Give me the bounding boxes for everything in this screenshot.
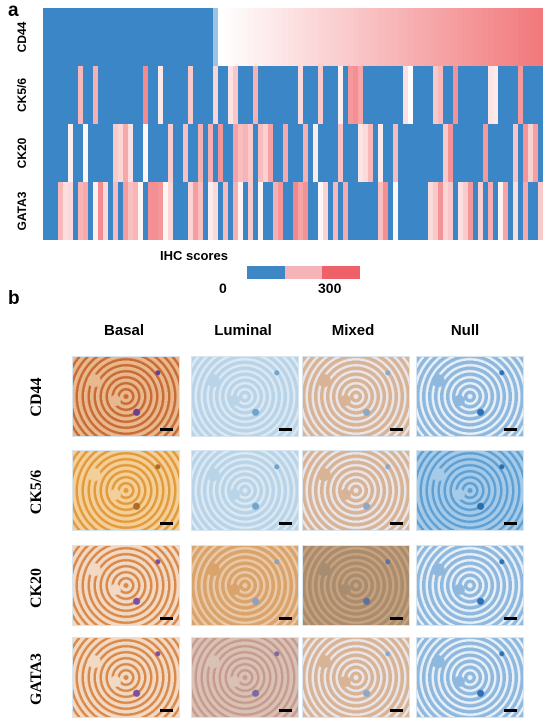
scale-bar: [504, 522, 517, 525]
ihc-image-tile: [72, 637, 180, 718]
heatmap-row-ck56: [43, 66, 543, 124]
scale-bar: [279, 617, 292, 620]
legend-color-bar: [247, 266, 361, 279]
scale-bar: [160, 709, 173, 712]
ihc-row-label-gata3: GATA3: [28, 653, 45, 705]
ihc-image-tile: [416, 637, 524, 718]
scale-bar: [390, 522, 403, 525]
ihc-row-label-cd44: CD44: [28, 377, 45, 417]
ihc-image-tile: [72, 450, 180, 531]
heatmap-row-cd44: [43, 8, 543, 66]
ihc-image-tile: [302, 356, 410, 437]
panel-b-letter: b: [8, 288, 20, 309]
legend-min-label: 0: [219, 280, 227, 296]
scale-bar: [279, 522, 292, 525]
ihc-image-tile: [416, 356, 524, 437]
heatmap-label-gata3: GATA3: [15, 191, 29, 231]
scale-bar: [279, 428, 292, 431]
legend-swatch-low: [247, 266, 285, 279]
heatmap-row-ck20: [43, 124, 543, 182]
ihc-image-tile: [72, 545, 180, 626]
panel-a-letter: a: [8, 0, 19, 21]
ihc-image-tile: [416, 545, 524, 626]
ihc-row-label-ck56: CK5/6: [28, 469, 45, 515]
scale-bar: [390, 617, 403, 620]
ihc-image-tile: [302, 545, 410, 626]
scale-bar: [160, 428, 173, 431]
ihc-image-tile: [191, 450, 299, 531]
column-header-null: Null: [450, 322, 480, 339]
ihc-image-tile: [191, 637, 299, 718]
ihc-image-tile: [302, 637, 410, 718]
ihc-image-tile: [416, 450, 524, 531]
heatmap-label-cd44: CD44: [15, 21, 29, 53]
legend-swatch-high: [322, 266, 361, 279]
scale-bar: [504, 428, 517, 431]
legend-max-label: 300: [318, 280, 342, 296]
scale-bar: [504, 617, 517, 620]
ihc-image-tile: [191, 545, 299, 626]
scale-bar: [279, 709, 292, 712]
scale-bar: [390, 709, 403, 712]
legend-title: IHC scores: [160, 248, 228, 263]
scale-bar: [160, 522, 173, 525]
ihc-image-tile: [72, 356, 180, 437]
legend-swatch-mid: [284, 266, 323, 279]
scale-bar: [160, 617, 173, 620]
scale-bar: [390, 428, 403, 431]
heatmap-label-ck20: CK20: [15, 137, 29, 169]
scale-bar: [504, 709, 517, 712]
heatmap-label-ck56: CK5/6: [15, 78, 29, 113]
column-header-luminal: Luminal: [214, 322, 272, 339]
ihc-image-tile: [191, 356, 299, 437]
column-header-mixed: Mixed: [331, 322, 375, 339]
column-header-basal: Basal: [103, 322, 145, 339]
ihc-row-label-ck20: CK20: [28, 568, 45, 608]
heatmap-row-gata3: [43, 182, 543, 240]
ihc-heatmap: [43, 8, 543, 240]
ihc-image-tile: [302, 450, 410, 531]
